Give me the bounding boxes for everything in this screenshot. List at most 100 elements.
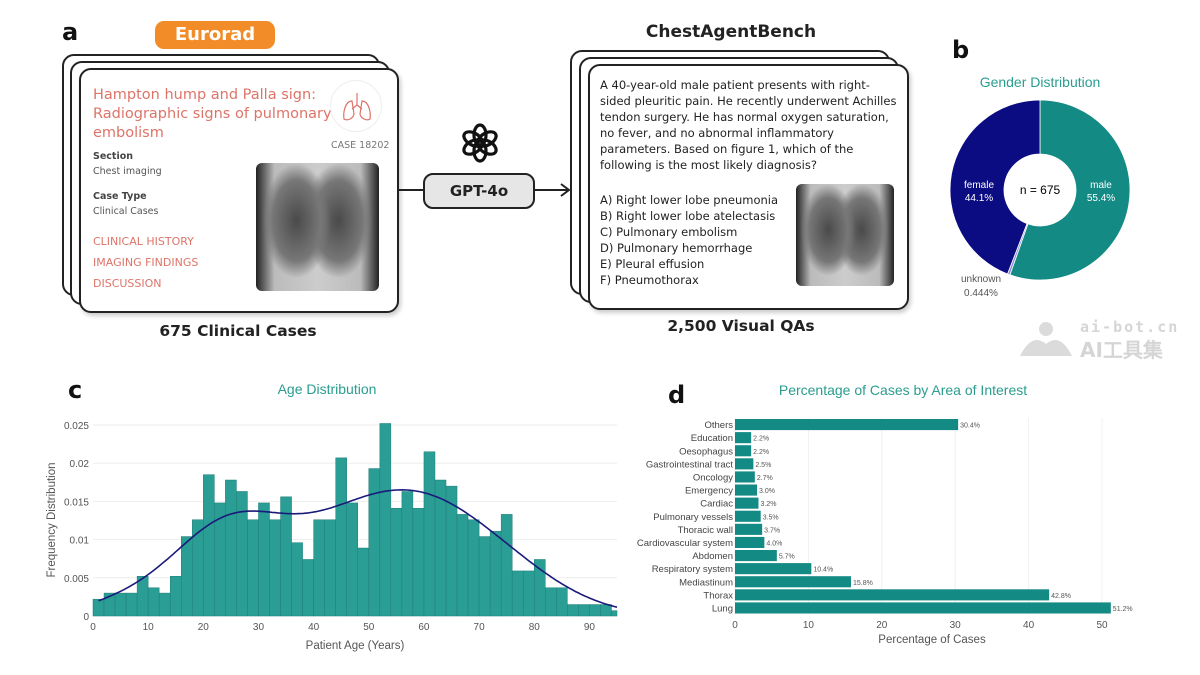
area-x-axis-label: Percentage of Cases [878, 634, 986, 646]
age-bar [556, 587, 568, 617]
slice-value-female: 44.1% [965, 193, 993, 204]
age-bar [203, 474, 215, 617]
area-value-label: 2.5% [755, 462, 771, 469]
age-histogram: Age Distribution Patient Age (Years) Fre… [46, 381, 618, 652]
gpt-4o-model-box: GPT-4o [423, 173, 535, 209]
area-category-label: Mediastinum [679, 577, 733, 588]
slice-value-unknown: 0.444% [964, 288, 998, 299]
area-x-tick: 50 [1096, 620, 1108, 631]
age-bar [92, 598, 105, 617]
eurorad-logo-text: Eurorad [174, 24, 256, 45]
age-bar [302, 559, 314, 617]
area-value-label: 3.7% [764, 527, 780, 534]
age-bar [522, 570, 535, 617]
panel-letter-b: b [952, 36, 970, 64]
age-bar [258, 502, 270, 617]
qa-xray-image [796, 184, 894, 286]
area-x-tick: 20 [876, 620, 888, 631]
area-value-label: 2.2% [753, 449, 769, 456]
age-bar [346, 502, 359, 617]
age-bar [390, 508, 403, 617]
option-d: D) Pulmonary hemorrhage [600, 241, 753, 255]
age-y-tick: 0.025 [64, 421, 89, 432]
area-value-label: 30.4% [960, 423, 980, 430]
age-bar [478, 536, 491, 617]
age-bar [247, 519, 259, 617]
age-bar [236, 491, 248, 617]
age-y-tick: 0.005 [64, 574, 89, 585]
area-category-label: Education [691, 433, 733, 444]
openai-logo-icon [462, 123, 498, 163]
age-bar [578, 604, 590, 617]
area-value-label: 10.4% [813, 567, 833, 574]
option-f: F) Pneumothorax [600, 273, 699, 287]
age-y-axis-label: Frequency Distribution [46, 462, 58, 577]
section-label: Section [93, 151, 134, 162]
clinical-history-link[interactable]: CLINICAL HISTORY [93, 235, 194, 248]
area-of-interest-bar-chart: Percentage of Cases by Area of Interest … [637, 382, 1133, 646]
area-bar [735, 419, 959, 431]
discussion-link[interactable]: DISCUSSION [93, 277, 162, 290]
area-bar [735, 510, 761, 522]
age-x-tick: 80 [529, 622, 541, 633]
age-x-tick: 40 [308, 622, 320, 633]
clinical-cases-caption: 675 Clinical Cases [159, 322, 317, 340]
area-bar [735, 445, 752, 457]
age-bar [114, 592, 127, 617]
age-bar [600, 604, 612, 617]
area-bar [735, 536, 765, 548]
age-x-tick: 60 [418, 622, 430, 633]
section-value: Chest imaging [93, 166, 162, 177]
area-category-label: Emergency [685, 486, 733, 497]
imaging-findings-link[interactable]: IMAGING FINDINGS [93, 256, 199, 269]
watermark-logo-icon [1020, 322, 1072, 356]
lungs-icon [330, 80, 382, 132]
age-bar [181, 536, 193, 617]
age-bar [423, 451, 436, 617]
area-category-label: Abdomen [692, 551, 733, 562]
age-x-tick: 90 [584, 622, 596, 633]
watermark-text-cn: AI工具集 [1080, 338, 1163, 362]
age-bar [280, 496, 292, 617]
eurorad-logo: Eurorad ●● [155, 21, 275, 67]
case-number: CASE 18202 [331, 140, 390, 151]
chest-xray-image [256, 163, 379, 291]
area-bar [735, 563, 812, 575]
age-bar [125, 592, 138, 617]
age-bar [158, 592, 171, 617]
area-bar [735, 589, 1050, 601]
age-bar [611, 610, 618, 617]
age-chart-title: Age Distribution [278, 381, 377, 397]
area-category-label: Lung [712, 603, 733, 614]
area-value-label: 3.2% [760, 501, 776, 508]
area-value-label: 15.8% [853, 580, 873, 587]
area-x-tick: 10 [803, 620, 815, 631]
area-bar [735, 497, 759, 509]
age-y-tick: 0.015 [64, 497, 89, 508]
area-category-label: Cardiac [700, 499, 733, 510]
watermark-text: ai-bot.cn [1080, 318, 1180, 336]
age-bar [291, 542, 303, 617]
area-category-label: Pulmonary vessels [653, 512, 733, 523]
area-value-label: 3.0% [759, 488, 775, 495]
area-x-tick: 40 [1023, 620, 1035, 631]
area-value-label: 2.2% [753, 436, 769, 443]
area-bar [735, 550, 777, 562]
age-bar [313, 519, 325, 617]
age-bar [324, 519, 336, 617]
area-bar [735, 432, 752, 444]
age-kde-line [98, 488, 618, 608]
age-bar [225, 479, 237, 617]
age-bar [269, 519, 281, 617]
area-bar [735, 602, 1111, 614]
age-bar [456, 514, 469, 617]
age-bar [169, 576, 182, 617]
area-bar [735, 576, 851, 588]
area-x-tick: 30 [950, 620, 962, 631]
answer-options: A) Right lower lobe pneumonia B) Right l… [600, 192, 778, 288]
visual-qas-caption: 2,500 Visual QAs [667, 317, 815, 335]
area-category-label: Oesophagus [679, 446, 733, 457]
area-value-label: 42.8% [1051, 593, 1071, 600]
age-bar [401, 491, 414, 617]
